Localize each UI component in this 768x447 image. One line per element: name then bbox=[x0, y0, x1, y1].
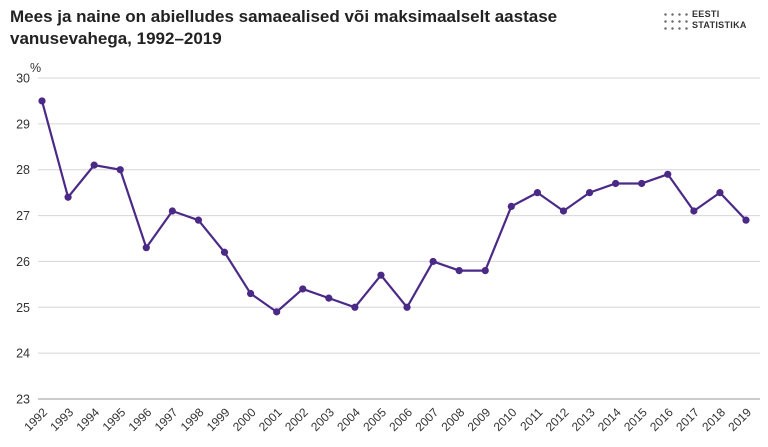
data-point[interactable] bbox=[429, 257, 437, 266]
data-point[interactable] bbox=[507, 202, 515, 210]
x-tick-label: 2013 bbox=[569, 405, 598, 434]
data-point[interactable] bbox=[299, 285, 307, 293]
data-point[interactable] bbox=[273, 308, 281, 316]
data-point[interactable] bbox=[38, 97, 46, 105]
y-tick-label: 26 bbox=[16, 255, 30, 269]
data-point[interactable] bbox=[533, 189, 542, 197]
data-point[interactable] bbox=[585, 189, 594, 197]
data-point[interactable] bbox=[220, 248, 229, 256]
x-tick-labels: 1992199319941995199619971998199920002001… bbox=[21, 405, 754, 434]
x-tick-label: 1997 bbox=[152, 405, 181, 434]
y-axis-unit-label: % bbox=[30, 61, 41, 75]
data-point[interactable] bbox=[168, 207, 176, 215]
y-tick-label: 24 bbox=[16, 347, 30, 361]
grid-lines bbox=[38, 77, 760, 400]
data-point[interactable] bbox=[377, 271, 385, 279]
x-tick-label: 2012 bbox=[543, 405, 572, 434]
data-point[interactable] bbox=[612, 179, 620, 188]
x-tick-label: 2003 bbox=[308, 405, 337, 434]
x-tick-label: 1994 bbox=[73, 405, 102, 434]
data-point[interactable] bbox=[194, 216, 203, 224]
x-tick-label: 2016 bbox=[647, 405, 676, 434]
x-tick-label: 1995 bbox=[100, 405, 129, 434]
data-point[interactable] bbox=[64, 193, 72, 201]
x-tick-label: 2007 bbox=[412, 405, 441, 434]
data-point[interactable] bbox=[246, 289, 255, 298]
data-point[interactable] bbox=[116, 166, 124, 174]
data-point[interactable] bbox=[325, 294, 333, 302]
y-tick-label: 25 bbox=[16, 301, 30, 315]
data-point[interactable] bbox=[481, 267, 489, 275]
data-point[interactable] bbox=[142, 244, 150, 252]
data-point[interactable] bbox=[559, 207, 568, 215]
x-tick-label: 2015 bbox=[621, 405, 650, 434]
x-tick-label: 1993 bbox=[47, 405, 76, 434]
x-tick-label: 1998 bbox=[178, 405, 207, 434]
logo-dots-icon bbox=[662, 11, 688, 31]
y-tick-label: 30 bbox=[16, 72, 30, 86]
data-points bbox=[38, 97, 750, 316]
x-tick-label: 1999 bbox=[204, 405, 233, 434]
data-point[interactable] bbox=[351, 303, 359, 311]
x-tick-label: 2014 bbox=[595, 405, 624, 434]
x-tick-label: 2008 bbox=[439, 405, 468, 434]
chart-title: Mees ja naine on abielludes samaealised … bbox=[10, 7, 558, 48]
x-tick-label: 1992 bbox=[21, 405, 50, 434]
y-tick-label: 27 bbox=[16, 209, 30, 223]
x-tick-label: 2018 bbox=[699, 405, 728, 434]
data-point[interactable] bbox=[403, 303, 411, 311]
x-tick-label: 2005 bbox=[360, 405, 389, 434]
data-point[interactable] bbox=[664, 170, 672, 178]
y-tick-labels: 23 24 25 26 27 28 29 30 bbox=[16, 72, 30, 407]
data-point[interactable] bbox=[90, 161, 98, 169]
x-tick-label: 2006 bbox=[386, 405, 415, 434]
data-point[interactable] bbox=[690, 207, 698, 215]
y-tick-label: 29 bbox=[16, 117, 30, 131]
eesti-statistika-logo: EESTI STATISTIKA bbox=[662, 9, 762, 33]
logo-line-1: EESTI bbox=[692, 9, 720, 19]
data-point[interactable] bbox=[716, 189, 724, 197]
x-tick-label: 1996 bbox=[126, 405, 155, 434]
x-tick-label: 2019 bbox=[725, 405, 754, 434]
x-tick-label: 2011 bbox=[517, 405, 545, 433]
x-tick-label: 2004 bbox=[334, 405, 363, 434]
x-tick-label: 2000 bbox=[230, 405, 259, 434]
x-tick-label: 2002 bbox=[282, 405, 311, 434]
data-point[interactable] bbox=[455, 267, 463, 275]
y-tick-label: 23 bbox=[16, 393, 30, 407]
x-tick-label: 2010 bbox=[491, 405, 520, 434]
x-tick-label: 2017 bbox=[673, 405, 702, 434]
y-tick-label: 28 bbox=[16, 163, 30, 177]
data-point[interactable] bbox=[742, 216, 750, 224]
x-tick-label: 2001 bbox=[256, 405, 285, 434]
data-point[interactable] bbox=[638, 179, 646, 188]
series-line bbox=[40, 100, 747, 313]
x-tick-label: 2009 bbox=[465, 405, 494, 434]
logo-line-2: STATISTIKA bbox=[692, 20, 747, 30]
